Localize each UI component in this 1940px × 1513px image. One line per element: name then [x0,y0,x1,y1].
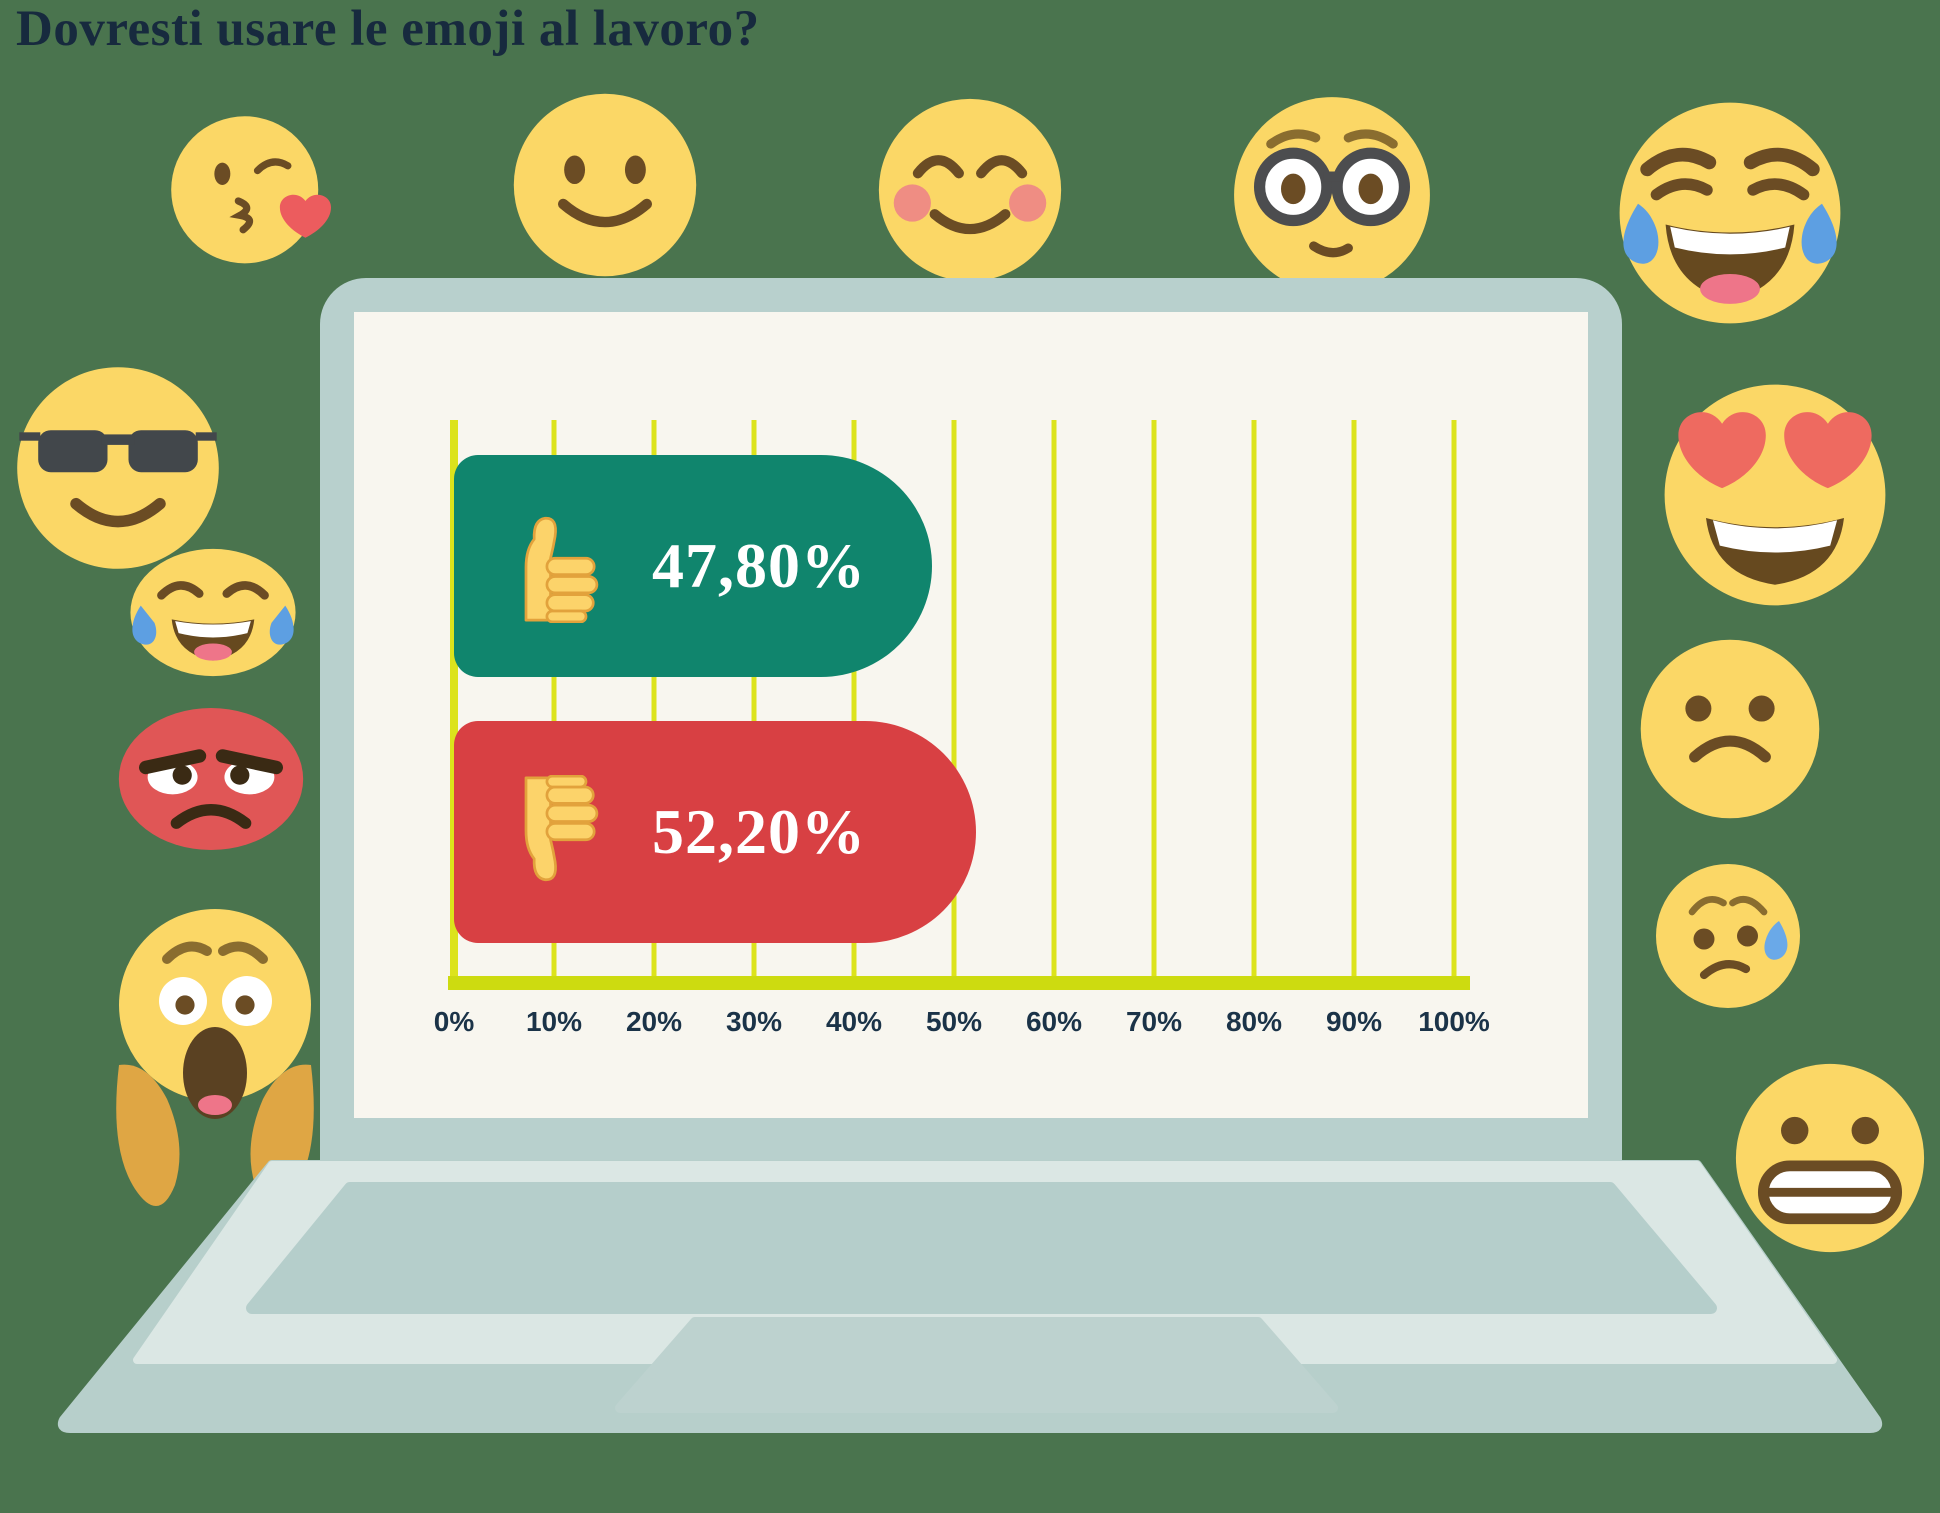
bar-value-thumbs-up: 47,80% [652,530,866,601]
frowning-face-emoji-icon [1640,639,1820,819]
x-axis-labels: 0% 10% 20% 30% 40% 50% 60% 70% 80% 90% 1… [434,1006,1490,1042]
gridline-20 [651,420,657,976]
gridline-40 [851,420,857,976]
laptop-touchpad [615,1317,1338,1413]
gridline-100 [1451,420,1457,976]
angry-face-emoji-icon [118,707,304,851]
x-tick-label: 30% [725,1006,783,1037]
laptop-screen-frame: 47,80% 52,20% 0% 10 [320,278,1622,1168]
bar-value-thumbs-down: 52,20% [652,796,866,867]
thumbs-down-icon [524,775,599,882]
smiley-face-emoji-icon [513,93,697,277]
page-title: Dovresti usare le emoji al lavoro? [16,1,760,57]
bar-thumbs-down: 52,20% [454,721,976,943]
tears-of-joy-emoji-icon [130,548,296,677]
x-tick-label: 10% [525,1006,583,1037]
gridline-50 [951,420,957,976]
sunglasses-face-emoji-icon [17,367,219,569]
bar-chart-plot-area: 47,80% 52,20% [450,420,1457,976]
x-axis-line [448,976,1470,990]
laptop-base [57,1160,1883,1433]
laptop-screen: 47,80% 52,20% 0% 10 [354,312,1588,1118]
sad-sweat-face-emoji-icon [1656,864,1800,1008]
grimacing-face-emoji-icon [1735,1063,1925,1253]
x-tick-label: 50% [925,1006,983,1037]
gridline-80 [1251,420,1257,976]
gridline-30 [751,420,757,976]
x-tick-label: 90% [1325,1006,1383,1037]
x-tick-label: 100% [1418,1006,1490,1037]
x-tick-label: 40% [825,1006,883,1037]
nerd-face-emoji-icon [1234,97,1430,293]
x-tick-label: 0% [433,1006,475,1037]
x-tick-label: 80% [1225,1006,1283,1037]
kiss-face-emoji-icon [171,116,332,264]
gridline-60 [1051,420,1057,976]
heart-eyes-emoji-icon [1664,384,1886,606]
scream-face-emoji-icon [116,909,314,1207]
x-tick-label: 70% [1125,1006,1183,1037]
x-tick-label: 20% [625,1006,683,1037]
gridline-10 [551,420,557,976]
blush-face-emoji-icon [878,98,1062,282]
gridline-0 [450,420,458,976]
gridline-90 [1351,420,1357,976]
bar-thumbs-up: 47,80% [454,455,932,677]
thumbs-up-icon [524,516,599,623]
gridline-70 [1151,420,1157,976]
laptop-keyboard [246,1182,1717,1314]
laughing-tears-squint-emoji-icon [1619,102,1841,324]
x-tick-label: 60% [1025,1006,1083,1037]
